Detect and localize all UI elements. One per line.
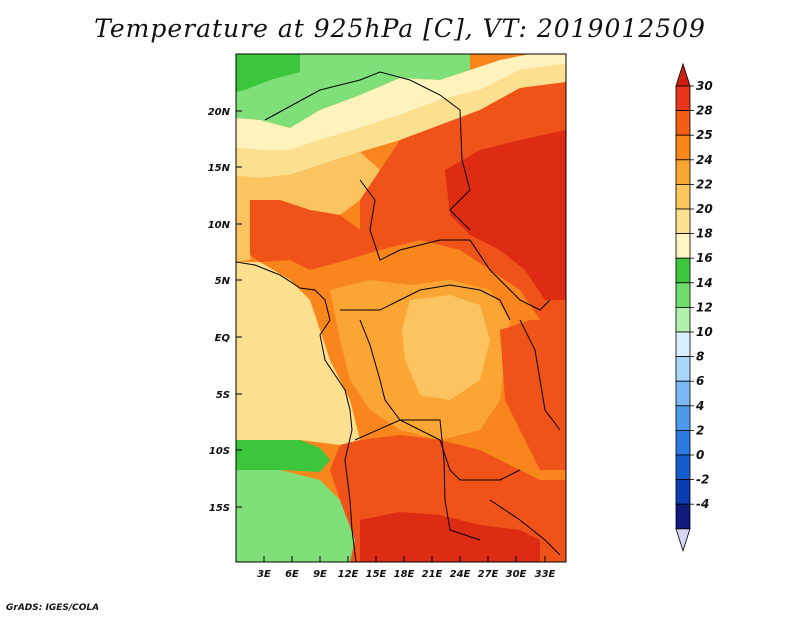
colorbar-swatch <box>675 331 691 358</box>
colorbar-swatch <box>675 454 691 481</box>
colorbar-swatch <box>675 85 691 112</box>
temperature-field <box>236 54 566 562</box>
field-green-sw-light <box>236 470 355 562</box>
borders <box>236 71 561 562</box>
colorbar-swatch <box>675 233 691 259</box>
lon-axis: 3E 6E 9E 12E 15E 18E 21E 24E 27E 30E 33E <box>257 569 555 580</box>
chart-title: Temperature at 925hPa [C], VT: 201901250… <box>94 14 706 43</box>
lat-label-5s: 5S <box>216 390 230 401</box>
field-green-dark-north <box>236 54 300 92</box>
colorbar-swatch <box>675 380 691 407</box>
lat-label-10s: 10S <box>209 446 230 457</box>
colorbar-swatch <box>675 208 691 235</box>
colorbar-swatch <box>675 159 691 185</box>
colorbar-swatch <box>675 503 691 530</box>
colorbar-swatch <box>675 282 691 308</box>
border-central <box>340 284 511 321</box>
field-warm-east <box>500 320 566 470</box>
colorbar-label: 24 <box>696 153 713 167</box>
colorbar-label: 12 <box>696 300 713 314</box>
lon-label-12e: 12E <box>338 569 359 580</box>
field-pale-coast <box>236 262 360 445</box>
colorbar-label: -2 <box>696 473 709 487</box>
colorbar-swatch <box>675 134 691 161</box>
colorbar-swatch <box>675 257 691 284</box>
colorbar-label: 16 <box>696 251 713 265</box>
colorbar-swatch <box>675 479 691 505</box>
lat-label-15n: 15N <box>208 163 231 174</box>
border-north <box>264 71 463 161</box>
border-chad <box>359 179 551 311</box>
colorbar-swatch <box>675 306 691 333</box>
lat-ticks <box>236 110 242 508</box>
colorbar-label: 30 <box>696 79 713 93</box>
field-pale-north <box>236 64 566 178</box>
lon-label-30e: 30E <box>506 569 527 580</box>
colorbar-label: 6 <box>696 374 704 388</box>
border-east <box>519 319 561 431</box>
lon-label-15e: 15E <box>366 569 387 580</box>
lat-axis: 20N 15N 10N 5N EQ 5S 10S 15S <box>208 107 231 514</box>
colorbar-swatch <box>675 356 691 382</box>
colorbar-swatch <box>675 405 691 431</box>
field-cool-congo <box>402 295 490 400</box>
lon-label-24e: 24E <box>450 569 471 580</box>
lat-label-15s: 15S <box>209 503 230 514</box>
colorbar-cap-top <box>675 62 691 87</box>
lat-label-eq: EQ <box>215 333 231 344</box>
field-cool-west <box>236 152 380 262</box>
field-cream-north <box>236 54 566 150</box>
lon-ticks <box>263 556 546 562</box>
colorbar-label: 20 <box>696 202 713 216</box>
colorbar-swatch <box>675 110 691 136</box>
lon-label-33e: 33E <box>535 569 556 580</box>
colorbar-swatch <box>675 183 691 210</box>
coastline-west <box>236 261 357 562</box>
field-hot-south <box>360 512 540 562</box>
colorbar-swatch <box>675 429 691 456</box>
lon-label-6e: 6E <box>285 569 299 580</box>
credit-label: GrADS: IGES/COLA <box>6 603 100 613</box>
border-congo <box>359 319 521 481</box>
colorbar-label: 8 <box>696 350 704 364</box>
lon-label-3e: 3E <box>257 569 271 580</box>
lat-label-20n: 20N <box>208 107 231 118</box>
map-frame <box>235 53 567 563</box>
colorbar-label: 18 <box>696 227 713 241</box>
lon-label-18e: 18E <box>394 569 415 580</box>
colorbar-label: 25 <box>696 128 713 142</box>
colorbar-label: -4 <box>696 497 709 511</box>
field-hot-ne <box>445 130 566 300</box>
colorbar-label: 14 <box>696 276 713 290</box>
colorbar-label: 10 <box>696 325 713 339</box>
field-green-sw <box>236 440 330 472</box>
lon-label-27e: 27E <box>478 569 499 580</box>
colorbar-cap-bottom <box>675 528 691 553</box>
colorbar-label: 22 <box>696 177 713 191</box>
border-angola <box>354 419 481 541</box>
colorbar-label: 4 <box>695 399 704 413</box>
colorbar-label: 2 <box>696 423 704 437</box>
lat-label-5n: 5N <box>215 276 231 287</box>
lat-label-10n: 10N <box>208 220 231 231</box>
lon-label-21e: 21E <box>422 569 443 580</box>
colorbar-label: 28 <box>696 104 713 118</box>
lon-label-9e: 9E <box>313 569 327 580</box>
border-south <box>489 499 561 556</box>
colorbar-label: 0 <box>696 448 704 462</box>
border-sudan <box>449 159 471 231</box>
field-warm-central <box>250 200 380 270</box>
